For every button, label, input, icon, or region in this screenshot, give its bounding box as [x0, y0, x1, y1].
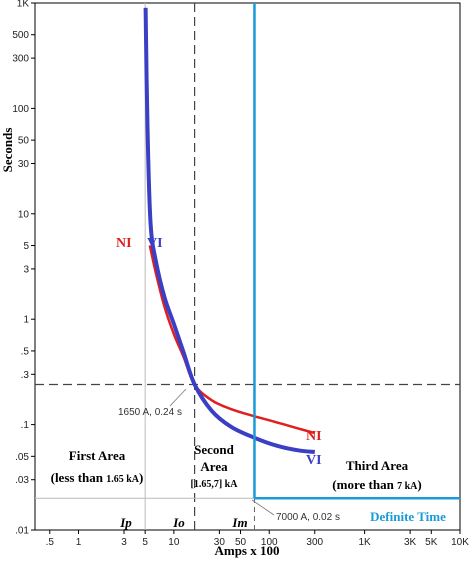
pickup-leader	[169, 388, 187, 407]
x-tick-label-1: 1	[76, 537, 82, 548]
y-tick-label-15: 1K	[17, 0, 30, 10]
y-tick-label-12: 100	[12, 104, 29, 115]
first-area-title: First Area	[69, 448, 126, 463]
ni-label-left: NI	[116, 236, 132, 251]
vi-label-left: VI	[147, 236, 163, 251]
y-tick-label-3: .1	[21, 420, 30, 431]
x-tick-label-11: 5K	[425, 537, 438, 548]
y-tick-label-13: 300	[12, 54, 29, 65]
y-tick-label-6: 1	[23, 315, 29, 326]
plot-frame	[34, 2, 461, 531]
first-area-range: (less than 1.65 kA)	[51, 470, 144, 485]
second-area-range: [1.65,7] kA	[191, 479, 239, 490]
x-tick-label-4: 10	[168, 537, 180, 548]
second-area-title-a: Second	[194, 442, 235, 457]
x-tick-label-5: 30	[214, 537, 226, 548]
third-area-range: (more than 7 kA)	[332, 477, 421, 492]
y-tick-label-1: .03	[15, 475, 29, 486]
y-tick-label-10: 30	[18, 159, 30, 170]
dt-leader	[251, 499, 275, 516]
y-tick-label-0: .01	[15, 526, 29, 537]
definite-time-label: Definite Time	[370, 509, 446, 524]
y-tick-label-11: 50	[18, 136, 30, 147]
y-tick-label-9: 10	[18, 209, 30, 220]
x-tick-label-3: 5	[142, 537, 148, 548]
vi-curve	[143, 7, 316, 454]
x-tick-label-0: .5	[46, 537, 55, 548]
axis-ticks: .5 1 3 5 10 30 50 100 300 1K 3K 5K 10K .01 .03 .05 .1 .3.…	[12, 0, 469, 548]
vi-label-right: VI	[306, 453, 322, 468]
x-tick-label-10: 3K	[404, 537, 417, 548]
y-tick-label-5: .5	[21, 346, 30, 357]
x-tick-label-6: 50	[235, 537, 247, 548]
io-marker: Io	[172, 515, 185, 530]
third-area-title: Third Area	[346, 458, 409, 473]
x-tick-label-7: 100	[261, 537, 278, 548]
im-marker: Im	[231, 515, 247, 530]
y-tick-label-7: 3	[23, 264, 29, 275]
second-area-title-b: Area	[200, 459, 228, 474]
x-tick-label-2: 3	[121, 537, 127, 548]
x-tick-label-9: 1K	[359, 537, 372, 548]
ni-curve	[148, 245, 316, 435]
pickup-annotation: 1650 A, 0.24 s	[118, 407, 182, 418]
curves	[143, 3, 460, 500]
y-tick-label-4: .3	[21, 370, 30, 381]
dt-annotation: 7000 A, 0.02 s	[276, 512, 340, 523]
ni-label-right: NI	[306, 429, 322, 444]
x-axis-title: Amps x 100	[214, 543, 279, 558]
x-tick-label-12: 10K	[451, 537, 469, 548]
x-tick-label-8: 300	[306, 537, 323, 548]
y-tick-label-8: 5	[23, 241, 29, 252]
y-tick-label-2: .05	[15, 452, 29, 463]
ip-marker: Ip	[119, 515, 132, 530]
y-axis-title: Seconds	[0, 128, 15, 173]
y-tick-label-14: 500	[12, 30, 29, 41]
